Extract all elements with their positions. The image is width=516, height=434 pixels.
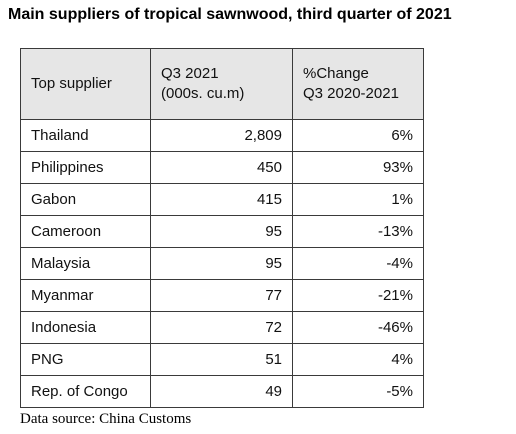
cell-supplier: Gabon (20, 183, 151, 216)
table-row: Philippines 450 93% (20, 151, 424, 184)
cell-q3-volume: 2,809 (150, 119, 293, 152)
header-q3-line2: (000s. cu.m) (161, 85, 245, 102)
cell-percent-change: -4% (292, 247, 424, 280)
cell-supplier: Malaysia (20, 247, 151, 280)
header-percent-change: %Change Q3 2020-2021 (292, 48, 424, 120)
cell-q3-volume: 95 (150, 215, 293, 248)
cell-q3-volume: 77 (150, 279, 293, 312)
cell-percent-change: -5% (292, 375, 424, 408)
cell-supplier: PNG (20, 343, 151, 376)
cell-percent-change: -21% (292, 279, 424, 312)
cell-supplier: Thailand (20, 119, 151, 152)
cell-percent-change: -13% (292, 215, 424, 248)
table-row: Rep. of Congo 49 -5% (20, 375, 424, 408)
cell-supplier: Rep. of Congo (20, 375, 151, 408)
data-source-note: Data source: China Customs (20, 411, 192, 427)
table-row: Malaysia 95 -4% (20, 247, 424, 280)
table-row: Indonesia 72 -46% (20, 311, 424, 344)
cell-q3-volume: 415 (150, 183, 293, 216)
table-row: Cameroon 95 -13% (20, 215, 424, 248)
table-body: Thailand 2,809 6% Philippines 450 93% Ga… (20, 119, 424, 408)
table-row: PNG 51 4% (20, 343, 424, 376)
cell-percent-change: 4% (292, 343, 424, 376)
suppliers-table: Top supplier Q3 2021 (000s. cu.m) %Chang… (20, 48, 424, 408)
cell-q3-volume: 51 (150, 343, 293, 376)
cell-percent-change: 6% (292, 119, 424, 152)
table-row: Gabon 415 1% (20, 183, 424, 216)
cell-q3-volume: 49 (150, 375, 293, 408)
cell-supplier: Philippines (20, 151, 151, 184)
table-row: Thailand 2,809 6% (20, 119, 424, 152)
table-row: Myanmar 77 -21% (20, 279, 424, 312)
cell-q3-volume: 72 (150, 311, 293, 344)
header-q3-2021: Q3 2021 (000s. cu.m) (150, 48, 293, 120)
cell-supplier: Myanmar (20, 279, 151, 312)
table-header: Top supplier Q3 2021 (000s. cu.m) %Chang… (20, 48, 424, 120)
header-top-supplier: Top supplier (20, 48, 151, 120)
cell-percent-change: 1% (292, 183, 424, 216)
header-q3-line1: Q3 2021 (161, 65, 219, 82)
cell-q3-volume: 450 (150, 151, 293, 184)
cell-percent-change: -46% (292, 311, 424, 344)
page-title: Main suppliers of tropical sawnwood, thi… (8, 6, 452, 23)
cell-supplier: Indonesia (20, 311, 151, 344)
cell-q3-volume: 95 (150, 247, 293, 280)
cell-supplier: Cameroon (20, 215, 151, 248)
header-row: Top supplier Q3 2021 (000s. cu.m) %Chang… (20, 48, 424, 120)
header-change-line2: Q3 2020-2021 (303, 85, 399, 102)
header-change-line1: %Change (303, 65, 369, 82)
cell-percent-change: 93% (292, 151, 424, 184)
